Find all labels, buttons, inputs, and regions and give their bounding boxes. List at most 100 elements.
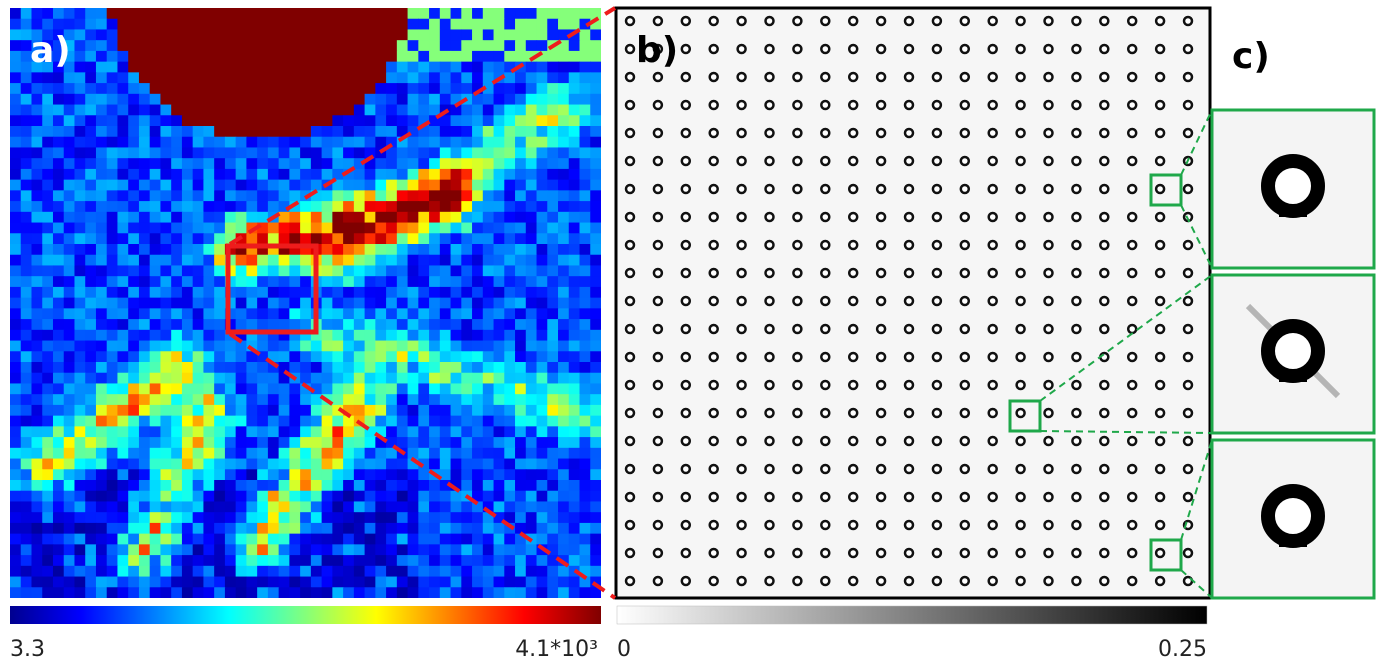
- heat-cell: [558, 233, 569, 244]
- heat-cell: [343, 94, 354, 105]
- heat-cell: [139, 523, 150, 534]
- panel-label: a): [30, 30, 71, 71]
- ring: [1072, 241, 1080, 249]
- heat-cell: [547, 72, 558, 83]
- heat-cell: [257, 29, 268, 40]
- heat-cell: [558, 158, 569, 169]
- heat-cell: [268, 180, 279, 191]
- heat-cell: [21, 298, 32, 309]
- heat-cell: [257, 523, 268, 534]
- heat-cell: [537, 126, 548, 137]
- heat-cell: [53, 105, 64, 116]
- heat-cell: [279, 137, 290, 148]
- heat-cell: [74, 351, 85, 362]
- ring: [1072, 325, 1080, 333]
- heat-cell: [289, 8, 300, 19]
- heat-cell: [300, 437, 311, 448]
- ring: [905, 269, 913, 277]
- ring: [654, 549, 662, 557]
- heat-cell: [504, 19, 515, 30]
- heat-cell: [558, 212, 569, 223]
- heat-cell: [332, 29, 343, 40]
- heat-cell: [365, 491, 376, 502]
- heat-cell: [494, 298, 505, 309]
- heat-cell: [408, 501, 419, 512]
- heat-cell: [289, 577, 300, 588]
- heat-cell: [74, 577, 85, 588]
- heat-cell: [472, 190, 483, 201]
- heat-cell: [590, 523, 601, 534]
- heat-cell: [160, 416, 171, 427]
- heat-cell: [408, 40, 419, 51]
- heat-cell: [214, 147, 225, 158]
- heat-cell: [537, 534, 548, 545]
- ring: [849, 241, 857, 249]
- heat-cell: [580, 287, 591, 298]
- ring: [1156, 577, 1164, 585]
- heat-cell: [558, 544, 569, 555]
- heat-cell: [246, 459, 257, 470]
- heat-cell: [408, 158, 419, 169]
- heat-cell: [504, 566, 515, 577]
- heat-cell: [558, 83, 569, 94]
- heat-cell: [53, 341, 64, 352]
- heat-cell: [289, 115, 300, 126]
- heat-cell: [311, 405, 322, 416]
- heat-cell: [203, 394, 214, 405]
- heat-cell: [558, 523, 569, 534]
- heat-cell: [354, 544, 365, 555]
- heat-cell: [42, 469, 53, 480]
- heat-cell: [128, 523, 139, 534]
- ring: [766, 521, 774, 529]
- ring: [933, 241, 941, 249]
- heat-cell: [515, 448, 526, 459]
- heat-cell: [472, 459, 483, 470]
- heat-cell: [10, 72, 21, 83]
- heat-cell: [429, 373, 440, 384]
- heat-cell: [311, 437, 322, 448]
- heat-cell: [386, 426, 397, 437]
- heat-cell: [300, 351, 311, 362]
- heat-cell: [96, 201, 107, 212]
- heat-cell: [429, 137, 440, 148]
- heat-cell: [461, 555, 472, 566]
- heat-cell: [182, 51, 193, 62]
- ring: [766, 101, 774, 109]
- ring: [961, 241, 969, 249]
- heat-cell: [537, 105, 548, 116]
- heat-cell: [171, 244, 182, 255]
- heat-cell: [171, 94, 182, 105]
- ring: [821, 577, 829, 585]
- heat-cell: [515, 8, 526, 19]
- heat-cell: [547, 158, 558, 169]
- heat-cell: [10, 416, 21, 427]
- heat-cell: [257, 373, 268, 384]
- heat-cell: [547, 223, 558, 234]
- heat-cell: [203, 373, 214, 384]
- heat-cell: [150, 105, 161, 116]
- heat-cell: [322, 212, 333, 223]
- heat-cell: [515, 137, 526, 148]
- heat-cell: [150, 180, 161, 191]
- heat-cell: [128, 40, 139, 51]
- heat-cell: [580, 233, 591, 244]
- heat-cell: [537, 405, 548, 416]
- heat-cell: [332, 244, 343, 255]
- heat-cell: [429, 147, 440, 158]
- heat-cell: [214, 459, 225, 470]
- heat-cell: [569, 115, 580, 126]
- ring: [961, 297, 969, 305]
- ring: [905, 549, 913, 557]
- heat-cell: [343, 62, 354, 73]
- ring: [766, 353, 774, 361]
- heat-cell: [526, 298, 537, 309]
- heat-cell: [182, 29, 193, 40]
- ring: [961, 465, 969, 473]
- heat-cell: [408, 276, 419, 287]
- heat-cell: [365, 19, 376, 30]
- heat-cell: [365, 534, 376, 545]
- heat-cell: [150, 512, 161, 523]
- heat-cell: [386, 341, 397, 352]
- heat-cell: [483, 351, 494, 362]
